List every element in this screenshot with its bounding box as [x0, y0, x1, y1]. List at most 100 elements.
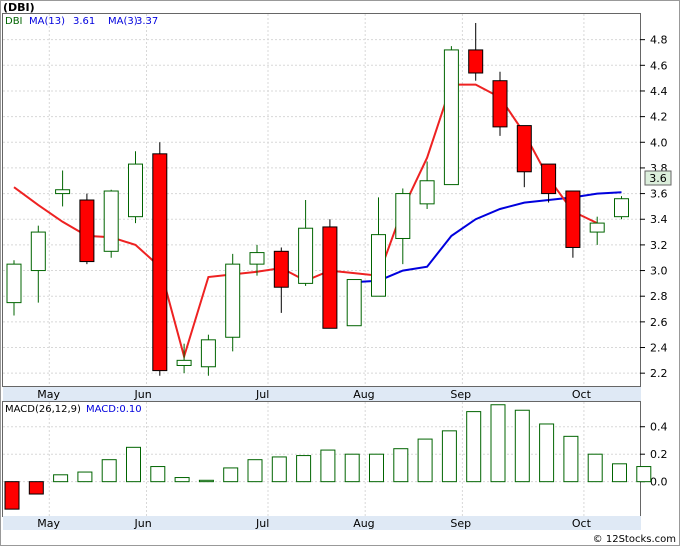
macd-y-tick-label: 0.2	[650, 448, 668, 461]
price-x-tick-label: Oct	[572, 388, 592, 401]
current-price-tag: 3.6	[644, 170, 672, 186]
macd-bar	[28, 481, 44, 495]
macd-bar	[636, 466, 652, 483]
candle-body	[565, 190, 581, 248]
macd-bar	[612, 463, 627, 483]
price-y-tick-label: 3.4	[650, 213, 668, 226]
price-y-tick-label: 4.2	[650, 111, 668, 124]
candle-body	[298, 227, 314, 284]
price-x-tick-label: Sep	[450, 388, 471, 401]
candle-body	[589, 222, 605, 233]
price-y-tick-label: 4.8	[650, 34, 668, 47]
macd-bar	[369, 453, 384, 483]
macd-bar	[587, 453, 603, 483]
macd-x-axis: May Jun Jul Aug Sep Oct	[37, 517, 591, 530]
price-x-tick-label: Jun	[134, 388, 152, 401]
candle-body	[30, 231, 46, 272]
macd-bar	[77, 471, 93, 483]
candle-body	[492, 80, 508, 128]
candle-body	[128, 163, 143, 218]
price-y-tick-label: 3.6	[650, 188, 668, 201]
price-y-tick-label: 2.4	[650, 342, 668, 355]
price-y-tick-label: 2.8	[650, 290, 668, 303]
macd-x-tick-label: Oct	[572, 517, 592, 530]
macd-bar	[539, 423, 555, 483]
macd-x-tick-label: Aug	[353, 517, 374, 530]
macd-x-axis-band	[3, 516, 641, 530]
legend-ticker: DBI	[5, 16, 23, 27]
price-x-tick-label: Aug	[353, 388, 374, 401]
candle-body	[176, 359, 192, 366]
macd-bar	[514, 409, 530, 483]
price-x-tick-label: Jul	[255, 388, 269, 401]
macd-bar	[296, 455, 312, 483]
macd-x-tick-label: Sep	[450, 517, 471, 530]
price-y-tick-label: 4.4	[650, 85, 668, 98]
chart-title: (DBI)	[3, 1, 35, 14]
macd-grid	[3, 402, 640, 516]
macd-bar	[53, 474, 69, 483]
macd-bar	[320, 449, 336, 483]
candle-body	[200, 339, 216, 368]
macd-bars	[4, 404, 652, 510]
price-grid	[3, 14, 640, 386]
macd-bar	[150, 466, 166, 483]
legend-ma3-value: 3.37	[136, 16, 158, 27]
candle-body	[6, 263, 22, 304]
macd-bar	[247, 459, 263, 483]
candle-body	[614, 198, 629, 218]
candle-body	[79, 199, 95, 263]
candle-body	[443, 49, 459, 186]
legend-ma3-label: MA(3)	[108, 16, 138, 27]
candle-body	[225, 263, 241, 338]
macd-y-tick-label: 0.0	[650, 476, 668, 489]
candle-body	[468, 49, 484, 74]
macd-bar	[563, 435, 579, 483]
price-y-tick-label: 3.0	[650, 265, 668, 278]
macd-legend-label: MACD(26,12,9)	[5, 404, 81, 415]
price-x-axis: May Jun Jul Aug Sep Oct	[37, 388, 591, 401]
macd-bar	[490, 404, 506, 483]
candle-body	[249, 252, 265, 265]
macd-legend: MACD(26,12,9) MACD:0.10	[5, 404, 142, 415]
candle-body	[541, 163, 557, 195]
candle-body	[103, 190, 119, 252]
price-x-axis-band	[3, 387, 641, 401]
macd-legend-value: MACD:0.10	[86, 404, 142, 415]
macd-bar	[126, 446, 141, 483]
candle-body	[346, 279, 362, 327]
legend-ma13-value: 3.61	[73, 16, 95, 27]
macd-bar	[101, 459, 117, 483]
macd-bar	[198, 479, 214, 483]
price-y-tick-label: 4.0	[650, 136, 668, 149]
macd-y-axis: 0.0 0.2 0.4	[640, 421, 668, 489]
macd-x-tick-label: May	[37, 517, 60, 530]
price-y-tick-label: 4.6	[650, 59, 668, 72]
macd-bar	[223, 467, 239, 483]
macd-x-tick-label: Jul	[255, 517, 269, 530]
candlesticks	[6, 22, 629, 376]
candle-body	[419, 180, 435, 205]
price-legend: DBI MA(13) 3.61 MA(3) 3.37	[5, 16, 158, 27]
price-y-axis: 2.22.42.62.83.03.23.43.63.84.04.24.44.64…	[640, 34, 668, 380]
candle-body	[371, 234, 386, 297]
macd-bar	[466, 411, 482, 483]
candle-body	[273, 250, 289, 288]
macd-x-tick-label: Jun	[134, 517, 152, 530]
macd-bar	[4, 481, 20, 510]
macd-bar	[344, 453, 360, 483]
price-y-tick-label: 2.2	[650, 367, 668, 380]
price-x-tick-label: May	[37, 388, 60, 401]
price-y-tick-label: 3.2	[650, 239, 668, 252]
macd-bar	[417, 438, 433, 483]
current-price-label: 3.6	[649, 172, 667, 185]
macd-bar	[271, 456, 287, 483]
legend-ma13-label: MA(13)	[29, 16, 65, 27]
candle-body	[152, 153, 168, 372]
candle-body	[516, 125, 532, 173]
price-y-tick-label: 2.6	[650, 316, 668, 329]
macd-bar	[441, 430, 457, 483]
candle-body	[395, 193, 411, 239]
macd-y-tick-label: 0.4	[650, 421, 668, 434]
